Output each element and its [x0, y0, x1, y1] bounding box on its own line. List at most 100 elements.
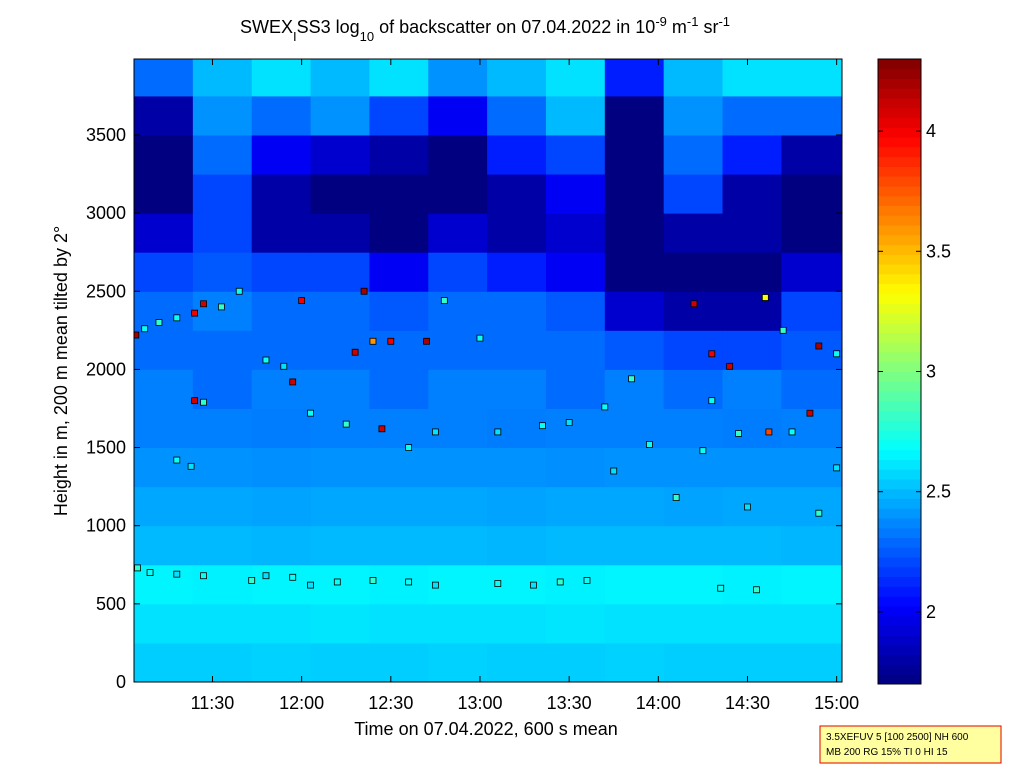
heat-cell	[134, 95, 194, 136]
title-part: sr	[698, 17, 718, 37]
detection-point	[494, 580, 502, 587]
detection-point	[200, 300, 207, 308]
heat-cell	[487, 59, 547, 97]
heat-cell	[781, 603, 842, 644]
detection-point	[173, 570, 181, 578]
detection-point	[342, 420, 350, 428]
heatmap	[134, 59, 842, 682]
colorbar-segment	[878, 303, 921, 314]
x-tick-label: 13:30	[547, 693, 592, 713]
heat-cell	[487, 525, 547, 566]
heat-cell	[369, 291, 429, 331]
heat-cell	[604, 525, 665, 566]
detection-point	[530, 581, 537, 589]
colorbar-segment	[878, 215, 921, 226]
heat-cell	[134, 134, 194, 175]
heat-cell	[428, 95, 488, 136]
colorbar-segment	[878, 469, 921, 480]
y-tick-label: 500	[96, 594, 126, 614]
detection-point	[298, 297, 306, 305]
x-tick-label: 13:00	[457, 693, 502, 713]
heat-cell	[134, 564, 194, 605]
heat-cell	[310, 95, 370, 136]
heat-cell	[604, 252, 665, 292]
heat-cell	[134, 252, 194, 292]
colorbar-segment	[878, 225, 921, 236]
heat-cell	[251, 213, 312, 253]
heat-cell	[487, 486, 547, 527]
heat-cell	[310, 252, 370, 292]
detections	[134, 287, 841, 594]
heat-cell	[545, 134, 606, 175]
heat-cell	[192, 525, 253, 566]
detection-point	[280, 362, 288, 370]
detection-point	[423, 337, 430, 345]
heat-cell	[369, 447, 429, 488]
colorbar-segment	[878, 547, 921, 558]
heat-cell	[192, 291, 253, 331]
colorbar-segment	[878, 644, 921, 656]
heat-cell	[310, 525, 370, 566]
detection-point	[806, 409, 814, 417]
colorbar-segment	[878, 410, 921, 421]
heat-cell	[134, 369, 194, 409]
heat-cell	[604, 603, 665, 644]
heat-cell	[604, 213, 665, 253]
heat-cell	[251, 408, 312, 449]
detection-point	[833, 350, 841, 358]
detection-point	[779, 326, 787, 334]
colorbar-segment	[878, 517, 921, 529]
colorbar-segment	[878, 332, 921, 343]
colorbar-segment	[878, 351, 921, 363]
heat-cell	[604, 134, 665, 175]
heat-cell	[369, 95, 429, 136]
colorbar-segment	[878, 478, 921, 490]
heat-cell	[604, 369, 665, 409]
colorbar-segment	[878, 205, 921, 216]
colorbar-tick-label: 2.5	[926, 482, 951, 502]
colorbar-segment	[878, 635, 921, 646]
heat-cell	[663, 95, 724, 136]
colorbar-segment	[878, 537, 921, 548]
heat-cell	[545, 95, 606, 136]
heat-cell	[310, 174, 370, 214]
detection-point	[387, 337, 395, 345]
heat-cell	[134, 525, 194, 566]
x-tick-label: 12:30	[368, 693, 413, 713]
title-part: SWEX	[240, 17, 293, 37]
heat-cell	[428, 369, 488, 409]
heat-cell	[428, 134, 488, 175]
detection-point	[173, 456, 181, 464]
heat-cell	[251, 291, 312, 331]
x-tick-label: 15:00	[814, 693, 859, 713]
colorbar-segment	[878, 166, 921, 177]
x-tick-label: 12:00	[279, 693, 324, 713]
heat-cell	[545, 447, 606, 488]
detection-point	[752, 586, 760, 594]
detection-point	[191, 397, 199, 405]
colorbar-segment	[878, 664, 921, 675]
detection-point	[815, 509, 823, 517]
heat-cell	[487, 603, 547, 644]
title-part: SS3 log	[297, 17, 360, 37]
detection-point	[815, 342, 823, 350]
colorbar-segment	[878, 127, 921, 138]
heat-cell	[428, 291, 488, 331]
colorbar-segment	[878, 156, 921, 167]
detection-point	[765, 428, 773, 436]
heat-cell	[487, 369, 547, 409]
heat-cell	[781, 134, 842, 175]
colorbar-segment	[878, 557, 921, 568]
title-part: I	[293, 29, 297, 44]
heat-cell	[369, 213, 429, 253]
heat-cell	[428, 525, 488, 566]
heat-cell	[369, 174, 429, 214]
y-axis-label: Height in m, 200 m mean tilted by 2°	[51, 226, 71, 516]
heat-cell	[663, 408, 724, 449]
detection-point	[155, 319, 163, 326]
heat-cell	[192, 330, 253, 370]
heat-cell	[663, 252, 724, 292]
colorbar-segment	[878, 273, 921, 285]
heat-cell	[545, 642, 606, 682]
